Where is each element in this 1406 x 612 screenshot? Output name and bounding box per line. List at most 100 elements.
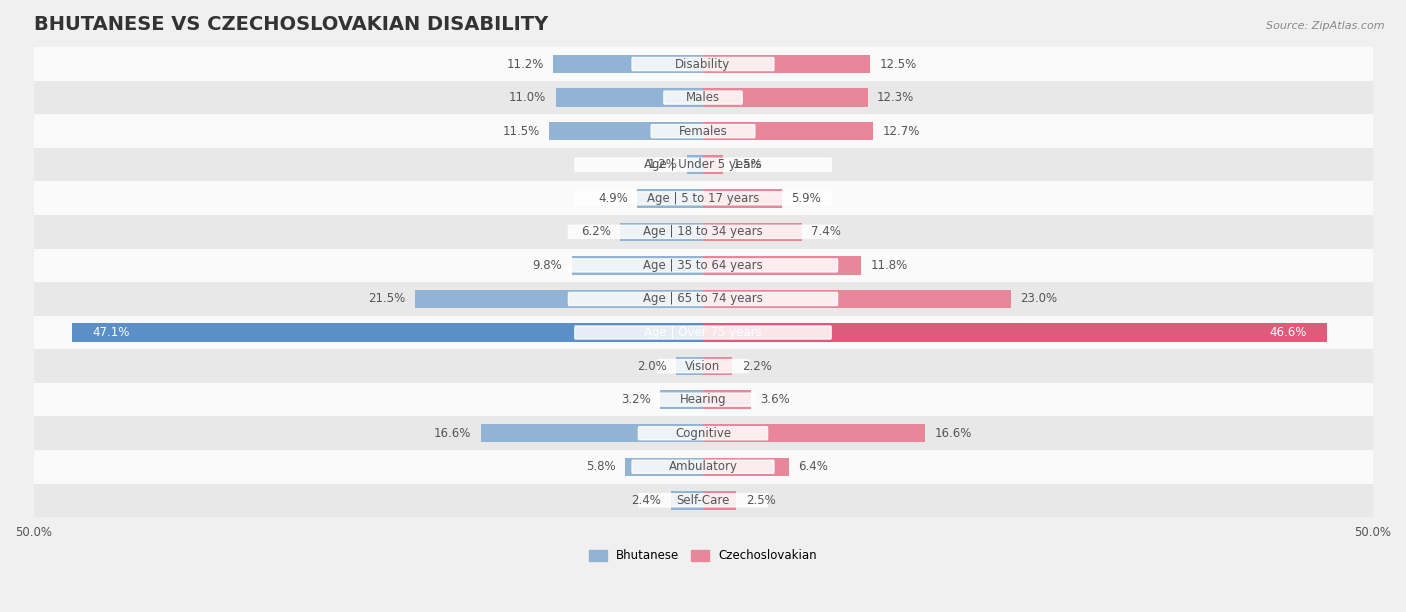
Bar	[548, 122, 703, 140]
Bar	[555, 88, 703, 107]
Text: 16.6%: 16.6%	[434, 427, 471, 439]
Text: 7.4%: 7.4%	[811, 225, 841, 238]
Text: 11.0%: 11.0%	[509, 91, 547, 104]
Bar	[34, 282, 1372, 316]
FancyBboxPatch shape	[651, 393, 755, 406]
Text: Males: Males	[686, 91, 720, 104]
Text: 2.5%: 2.5%	[745, 494, 776, 507]
Text: 1.2%: 1.2%	[648, 159, 678, 171]
Text: Ambulatory: Ambulatory	[668, 460, 738, 473]
Text: 12.3%: 12.3%	[877, 91, 914, 104]
Text: 12.7%: 12.7%	[883, 125, 920, 138]
FancyBboxPatch shape	[575, 326, 831, 339]
FancyBboxPatch shape	[664, 91, 742, 104]
Bar	[703, 88, 868, 107]
Bar	[572, 256, 703, 275]
Bar	[34, 416, 1372, 450]
Bar	[703, 223, 801, 241]
Text: 3.6%: 3.6%	[761, 393, 790, 406]
Bar	[34, 81, 1372, 114]
Text: BHUTANESE VS CZECHOSLOVAKIAN DISABILITY: BHUTANESE VS CZECHOSLOVAKIAN DISABILITY	[34, 15, 548, 34]
Text: Self-Care: Self-Care	[676, 494, 730, 507]
Text: Vision: Vision	[685, 360, 721, 373]
Text: 1.5%: 1.5%	[733, 159, 762, 171]
Bar	[637, 189, 703, 207]
Text: 11.2%: 11.2%	[506, 58, 544, 70]
Text: 6.4%: 6.4%	[799, 460, 828, 473]
Text: Hearing: Hearing	[679, 393, 727, 406]
Bar	[703, 155, 723, 174]
Text: Females: Females	[679, 125, 727, 138]
Bar	[703, 424, 925, 442]
Bar	[676, 357, 703, 375]
Bar	[703, 189, 782, 207]
FancyBboxPatch shape	[638, 494, 768, 507]
Bar	[703, 458, 789, 476]
Text: Age | 35 to 64 years: Age | 35 to 64 years	[643, 259, 763, 272]
Bar	[626, 458, 703, 476]
Bar	[34, 148, 1372, 182]
Bar	[553, 55, 703, 73]
FancyBboxPatch shape	[651, 125, 755, 138]
Bar	[703, 491, 737, 510]
FancyBboxPatch shape	[633, 460, 773, 473]
Text: Age | 5 to 17 years: Age | 5 to 17 years	[647, 192, 759, 205]
FancyBboxPatch shape	[575, 158, 831, 171]
Text: 21.5%: 21.5%	[368, 293, 406, 305]
Text: 11.5%: 11.5%	[502, 125, 540, 138]
Text: Age | Over 75 years: Age | Over 75 years	[644, 326, 762, 339]
Text: Age | 65 to 74 years: Age | 65 to 74 years	[643, 293, 763, 305]
Bar	[688, 155, 703, 174]
Bar	[34, 483, 1372, 517]
Bar	[34, 450, 1372, 483]
Bar	[72, 323, 703, 341]
Text: 16.6%: 16.6%	[935, 427, 972, 439]
FancyBboxPatch shape	[633, 58, 773, 70]
Bar	[703, 122, 873, 140]
Bar	[703, 256, 860, 275]
Text: 9.8%: 9.8%	[533, 259, 562, 272]
Text: Cognitive: Cognitive	[675, 427, 731, 439]
Bar	[661, 390, 703, 409]
Text: 23.0%: 23.0%	[1021, 293, 1057, 305]
Text: Disability: Disability	[675, 58, 731, 70]
Text: Age | 18 to 34 years: Age | 18 to 34 years	[643, 225, 763, 238]
Bar	[671, 491, 703, 510]
Text: 2.2%: 2.2%	[742, 360, 772, 373]
Bar	[703, 55, 870, 73]
Text: 11.8%: 11.8%	[870, 259, 908, 272]
Text: 6.2%: 6.2%	[581, 225, 610, 238]
Bar	[34, 215, 1372, 248]
Bar	[34, 316, 1372, 349]
Bar	[620, 223, 703, 241]
Bar	[34, 47, 1372, 81]
Text: 4.9%: 4.9%	[598, 192, 628, 205]
FancyBboxPatch shape	[568, 225, 838, 239]
FancyBboxPatch shape	[575, 192, 831, 205]
Text: 3.2%: 3.2%	[621, 393, 651, 406]
FancyBboxPatch shape	[638, 427, 768, 440]
Bar	[415, 289, 703, 308]
Text: 2.4%: 2.4%	[631, 494, 661, 507]
Bar	[703, 390, 751, 409]
Text: 47.1%: 47.1%	[93, 326, 129, 339]
FancyBboxPatch shape	[568, 293, 838, 305]
Bar	[34, 114, 1372, 148]
FancyBboxPatch shape	[658, 359, 748, 373]
Bar	[34, 349, 1372, 383]
Text: Source: ZipAtlas.com: Source: ZipAtlas.com	[1267, 21, 1385, 31]
Text: Age | Under 5 years: Age | Under 5 years	[644, 159, 762, 171]
Text: 5.9%: 5.9%	[792, 192, 821, 205]
Bar	[703, 323, 1327, 341]
Bar	[703, 289, 1011, 308]
Bar	[703, 357, 733, 375]
Text: 12.5%: 12.5%	[880, 58, 917, 70]
Bar	[34, 383, 1372, 416]
Bar	[34, 182, 1372, 215]
Text: 46.6%: 46.6%	[1270, 326, 1308, 339]
FancyBboxPatch shape	[568, 259, 838, 272]
Legend: Bhutanese, Czechoslovakian: Bhutanese, Czechoslovakian	[585, 545, 821, 567]
Text: 5.8%: 5.8%	[586, 460, 616, 473]
Bar	[34, 248, 1372, 282]
Text: 2.0%: 2.0%	[637, 360, 666, 373]
